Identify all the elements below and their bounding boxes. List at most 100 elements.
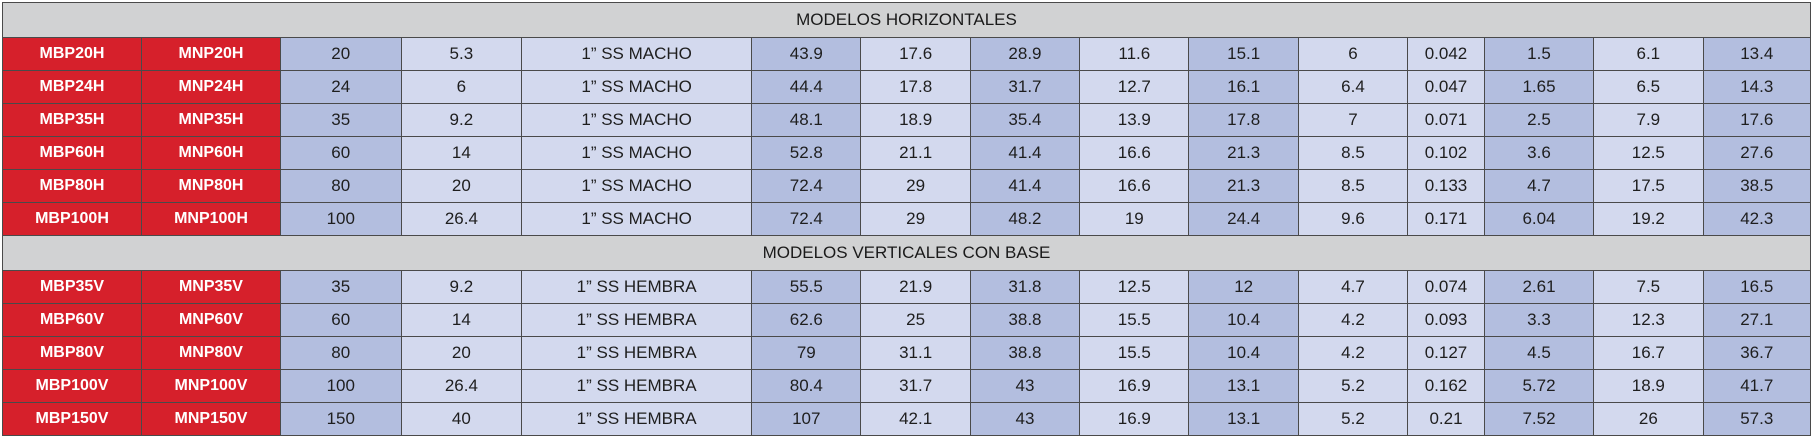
cell-col-8: 38.8 (969, 336, 1081, 370)
cell-col-14: 12.5 (1593, 136, 1704, 170)
cell-col-4: 26.4 (400, 369, 523, 403)
cell-col-3: 100 (279, 202, 402, 236)
cell-col-7: 42.1 (860, 402, 971, 436)
cell-model-np: MNP60H (140, 136, 281, 170)
cell-col-9: 15.5 (1079, 303, 1190, 337)
cell-col-11: 4.7 (1297, 270, 1409, 304)
cell-col-8: 31.8 (969, 270, 1081, 304)
table-row: MBP60V MNP60V 60 14 1” SS HEMBRA 62.6 25 38.8 15… (2, 303, 1811, 337)
section-title: MODELOS VERTICALES CON BASE (2, 235, 1811, 271)
cell-model-np: MNP100V (140, 369, 281, 403)
cell-col-15: 42.3 (1702, 202, 1811, 236)
cell-col-8: 43 (969, 402, 1081, 436)
cell-col-15: 17.6 (1702, 103, 1811, 137)
cell-model-np: MNP35H (140, 103, 281, 137)
cell-connection: 1” SS MACHO (521, 202, 753, 236)
cell-col-15: 27.6 (1702, 136, 1811, 170)
cell-col-15: 14.3 (1702, 70, 1811, 104)
cell-col-12: 0.102 (1407, 136, 1485, 170)
cell-connection: 1” SS MACHO (521, 103, 753, 137)
cell-col-9: 16.9 (1079, 402, 1190, 436)
cell-model-np: MNP60V (140, 303, 281, 337)
cell-col-15: 13.4 (1702, 37, 1811, 71)
cell-col-15: 57.3 (1702, 402, 1811, 436)
cell-col-9: 16.6 (1079, 136, 1190, 170)
spec-table-frame: MODELOS HORIZONTALES MBP20H MNP20H 20 5.3 1” … (2, 2, 1811, 436)
cell-col-8: 31.7 (969, 70, 1081, 104)
cell-connection: 1” SS HEMBRA (521, 369, 753, 403)
cell-col-13: 5.72 (1483, 369, 1595, 403)
cell-col-12: 0.133 (1407, 169, 1485, 203)
cell-model-bp: MBP35H (2, 103, 142, 137)
cell-col-11: 8.5 (1297, 169, 1409, 203)
cell-col-6: 44.4 (751, 70, 862, 104)
cell-col-10: 16.1 (1188, 70, 1299, 104)
spec-table-body: MODELOS HORIZONTALES MBP20H MNP20H 20 5.3 1” … (2, 2, 1811, 436)
cell-col-13: 3.6 (1483, 136, 1595, 170)
cell-col-6: 72.4 (751, 169, 862, 203)
cell-col-6: 107 (751, 402, 862, 436)
cell-col-10: 13.1 (1188, 369, 1299, 403)
cell-col-13: 2.5 (1483, 103, 1595, 137)
cell-model-bp: MBP150V (2, 402, 142, 436)
cell-col-8: 35.4 (969, 103, 1081, 137)
cell-col-11: 9.6 (1297, 202, 1409, 236)
cell-col-3: 20 (279, 37, 402, 71)
cell-col-12: 0.127 (1407, 336, 1485, 370)
cell-model-bp: MBP80H (2, 169, 142, 203)
cell-col-10: 10.4 (1188, 336, 1299, 370)
cell-col-14: 7.5 (1593, 270, 1704, 304)
cell-connection: 1” SS HEMBRA (521, 336, 753, 370)
cell-col-10: 21.3 (1188, 169, 1299, 203)
cell-col-7: 29 (860, 169, 971, 203)
cell-col-9: 11.6 (1079, 37, 1190, 71)
table-row: MBP35H MNP35H 35 9.2 1” SS MACHO 48.1 18.9 35.4… (2, 103, 1811, 137)
cell-col-3: 60 (279, 303, 402, 337)
table-row: MBP35V MNP35V 35 9.2 1” SS HEMBRA 55.5 21.9 31.… (2, 270, 1811, 304)
cell-col-8: 38.8 (969, 303, 1081, 337)
cell-model-bp: MBP20H (2, 37, 142, 71)
cell-col-10: 24.4 (1188, 202, 1299, 236)
cell-model-bp: MBP60H (2, 136, 142, 170)
cell-col-4: 9.2 (400, 270, 523, 304)
table-row: MBP60H MNP60H 60 14 1” SS MACHO 52.8 21.1 41.4 1… (2, 136, 1811, 170)
cell-col-3: 80 (279, 336, 402, 370)
cell-col-6: 43.9 (751, 37, 862, 71)
cell-col-15: 16.5 (1702, 270, 1811, 304)
cell-col-10: 21.3 (1188, 136, 1299, 170)
cell-model-np: MNP80V (140, 336, 281, 370)
cell-col-9: 13.9 (1079, 103, 1190, 137)
cell-model-bp: MBP80V (2, 336, 142, 370)
cell-col-13: 4.5 (1483, 336, 1595, 370)
cell-col-13: 1.5 (1483, 37, 1595, 71)
cell-model-bp: MBP60V (2, 303, 142, 337)
cell-col-8: 43 (969, 369, 1081, 403)
table-row: MBP80V MNP80V 80 20 1” SS HEMBRA 79 31.1 38.8 15… (2, 336, 1811, 370)
cell-model-np: MNP24H (140, 70, 281, 104)
cell-col-4: 14 (400, 136, 523, 170)
cell-col-7: 31.7 (860, 369, 971, 403)
section-header-row: MODELOS HORIZONTALES (2, 2, 1811, 38)
cell-col-8: 41.4 (969, 169, 1081, 203)
cell-col-10: 12 (1188, 270, 1299, 304)
cell-col-11: 4.2 (1297, 303, 1409, 337)
cell-col-9: 19 (1079, 202, 1190, 236)
cell-col-9: 12.5 (1079, 270, 1190, 304)
cell-col-6: 62.6 (751, 303, 862, 337)
cell-col-15: 38.5 (1702, 169, 1811, 203)
table-row: MBP150V MNP150V 150 40 1” SS HEMBRA 107 42.1 43… (2, 402, 1811, 436)
cell-col-14: 6.5 (1593, 70, 1704, 104)
cell-col-9: 16.6 (1079, 169, 1190, 203)
cell-model-np: MNP100H (140, 202, 281, 236)
cell-col-3: 35 (279, 103, 402, 137)
cell-col-11: 4.2 (1297, 336, 1409, 370)
table-row: MBP100H MNP100H 100 26.4 1” SS MACHO 72.4 29 48… (2, 202, 1811, 236)
cell-col-4: 9.2 (400, 103, 523, 137)
cell-col-8: 41.4 (969, 136, 1081, 170)
cell-col-3: 80 (279, 169, 402, 203)
cell-col-6: 55.5 (751, 270, 862, 304)
cell-col-12: 0.042 (1407, 37, 1485, 71)
cell-connection: 1” SS HEMBRA (521, 303, 753, 337)
cell-col-11: 6 (1297, 37, 1409, 71)
cell-col-3: 60 (279, 136, 402, 170)
